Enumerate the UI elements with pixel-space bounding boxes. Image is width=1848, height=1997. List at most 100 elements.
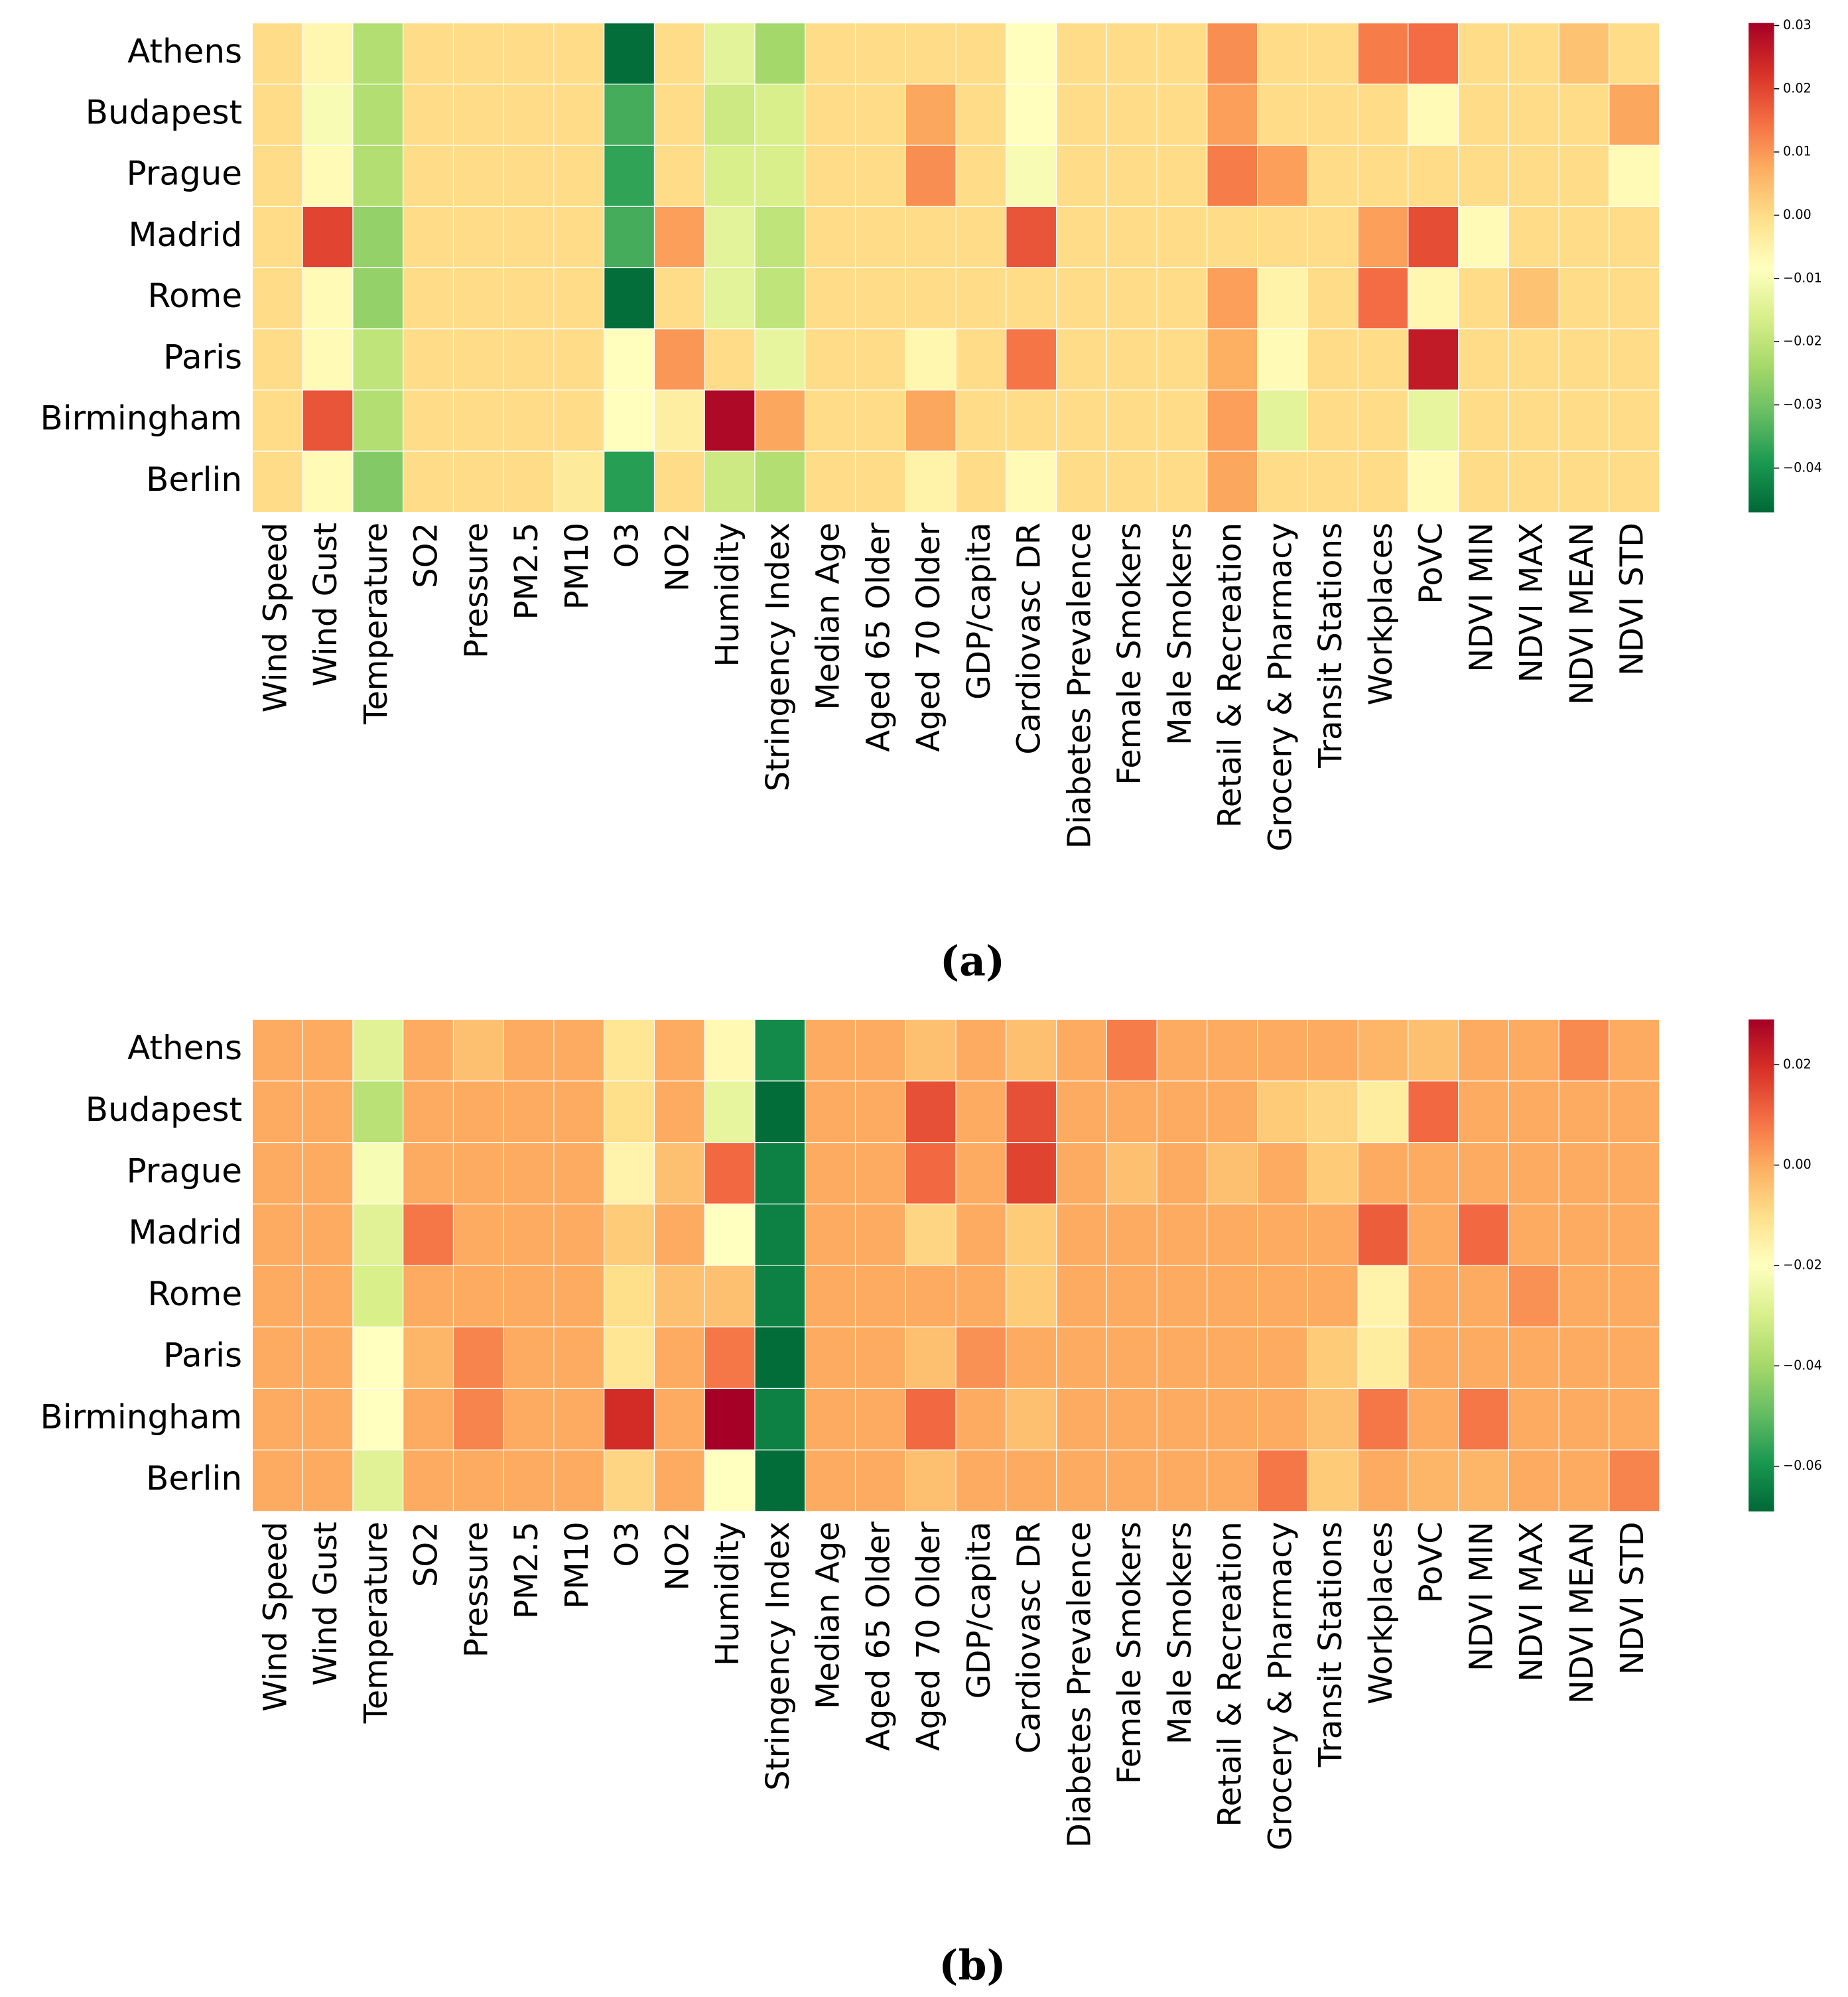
heatmap-cell: [352, 84, 404, 146]
heatmap-cell: [1207, 23, 1258, 85]
heatmap-cell: [905, 1080, 957, 1143]
heatmap-cell: [1207, 84, 1258, 146]
heatmap-cell: [1006, 1449, 1057, 1512]
heatmap-cell: [403, 267, 454, 330]
heatmap-cell: [1207, 1203, 1258, 1266]
heatmap-cell: [1357, 145, 1409, 207]
heatmap-cell: [1106, 1326, 1157, 1389]
colorbar-tick-label: −0.04: [1783, 1358, 1822, 1373]
heatmap-cell: [1508, 145, 1559, 207]
heatmap-cell: [1458, 1387, 1509, 1450]
heatmap-cell: [1508, 1080, 1559, 1143]
heatmap-cell: [854, 1080, 906, 1143]
heatmap-cell: [403, 328, 454, 391]
colorbar-tick-label: 0.01: [1783, 144, 1812, 159]
heatmap-cell: [1408, 1449, 1459, 1512]
heatmap-cell: [1106, 84, 1157, 146]
heatmap-cell: [805, 1203, 856, 1266]
heatmap-cell: [754, 1449, 806, 1512]
heatmap-cell: [1458, 389, 1509, 452]
heatmap-cell: [955, 1019, 1007, 1082]
heatmap-cell: [1408, 1326, 1459, 1389]
heatmap-cell: [955, 1265, 1007, 1328]
heatmap-cell: [452, 23, 504, 85]
heatmap-cell: [302, 145, 354, 207]
heatmap-cell: [1307, 1265, 1358, 1328]
heatmap-cell: [1558, 1326, 1610, 1389]
heatmap-cell: [805, 1387, 856, 1450]
heatmap-cell: [905, 389, 957, 452]
heatmap-cell: [1257, 206, 1308, 269]
heatmap-cell: [754, 1265, 806, 1328]
column-label: PM10: [559, 1521, 596, 1608]
heatmap-cell: [251, 1203, 303, 1266]
heatmap-cell: [1207, 1142, 1258, 1204]
heatmap-cell: [1558, 267, 1610, 330]
column-label: Wind Gust: [307, 523, 344, 686]
heatmap-cell: [754, 1326, 806, 1389]
heatmap-cell: [805, 1142, 856, 1204]
heatmap-cell: [854, 84, 906, 146]
heatmap-cell: [805, 1080, 856, 1143]
heatmap-cell: [1458, 23, 1509, 85]
heatmap-cell: [854, 328, 906, 391]
heatmap-cell: [1307, 23, 1358, 85]
heatmap-cell: [905, 1449, 957, 1512]
heatmap-cell: [604, 23, 655, 85]
column-label: Wind Speed: [257, 1521, 294, 1711]
heatmap-cell: [653, 23, 705, 85]
column-label: NO2: [659, 523, 696, 592]
heatmap-cell: [1106, 1142, 1157, 1204]
heatmap-cell: [905, 328, 957, 391]
colorbar-tick-label: 0.00: [1783, 207, 1812, 222]
heatmap-cell: [955, 1449, 1007, 1512]
heatmap-cell: [1558, 1449, 1610, 1512]
heatmap-cell: [452, 328, 504, 391]
heatmap-cell: [1207, 450, 1258, 513]
column-label: Retail & Recreation: [1212, 1521, 1249, 1827]
heatmap-cell: [1508, 1449, 1559, 1512]
heatmap-cell: [1055, 1080, 1107, 1143]
colorbar-tick-label: −0.02: [1783, 1257, 1822, 1273]
heatmap-cell: [1307, 1203, 1358, 1266]
heatmap-cell: [805, 1449, 856, 1512]
heatmap-cell: [1106, 1019, 1157, 1082]
heatmap-cell: [553, 23, 605, 85]
heatmap-cell: [704, 145, 756, 207]
heatmap-cell: [1609, 267, 1660, 330]
heatmap-cell: [1207, 1080, 1258, 1143]
heatmap-cell: [1458, 1019, 1509, 1082]
heatmap-cell: [352, 1387, 404, 1450]
column-label: Temperature: [358, 523, 395, 725]
row-label: Paris: [163, 1336, 242, 1375]
heatmap-cell: [553, 206, 605, 269]
heatmap-cell: [1609, 450, 1660, 513]
heatmap-cell: [955, 1142, 1007, 1204]
heatmap-cell: [352, 145, 404, 207]
heatmap-cell: [1458, 1142, 1509, 1204]
heatmap-cell: [302, 1019, 354, 1082]
heatmap-cell: [704, 1265, 756, 1328]
heatmap-cell: [403, 1080, 454, 1143]
heatmap-cell: [352, 1019, 404, 1082]
colorbar-tick-label: 0.00: [1783, 1157, 1812, 1172]
heatmap-cell: [905, 206, 957, 269]
heatmap-cell: [1307, 1387, 1358, 1450]
heatmap-cell: [1207, 389, 1258, 452]
heatmap-cell: [1307, 145, 1358, 207]
row-label: Madrid: [129, 1213, 243, 1252]
heatmap-cell: [352, 1203, 404, 1266]
heatmap-cell: [1156, 1203, 1208, 1266]
heatmap-cell: [805, 206, 856, 269]
heatmap-cell: [1156, 389, 1208, 452]
column-label: Diabetes Prevalence: [1061, 523, 1098, 849]
heatmap-cell: [604, 145, 655, 207]
heatmap-cell: [1307, 1080, 1358, 1143]
heatmap-cell: [1156, 267, 1208, 330]
heatmap-cell: [754, 23, 806, 85]
heatmap-cell: [352, 23, 404, 85]
heatmap-cell: [1307, 1326, 1358, 1389]
heatmap-cell: [1357, 206, 1409, 269]
heatmap-cell: [1106, 267, 1157, 330]
heatmap-cell: [653, 84, 705, 146]
